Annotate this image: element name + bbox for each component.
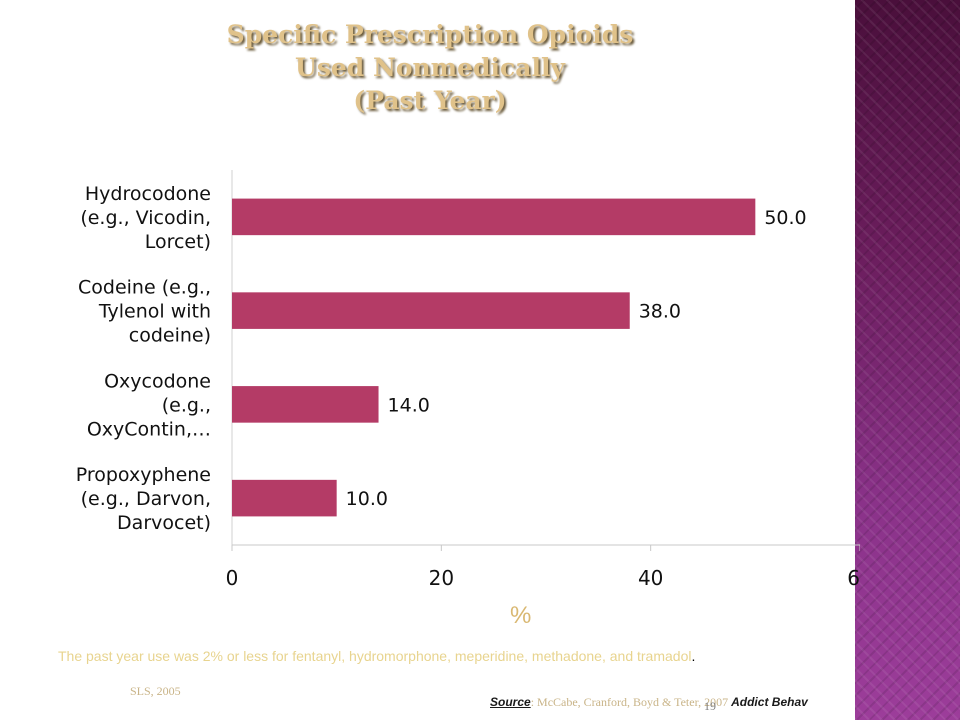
page-number: 19 bbox=[704, 699, 716, 713]
category-label-line: Lorcet) bbox=[145, 231, 211, 253]
category-label: Propoxyphene (e.g., Darvon, Darvocet) bbox=[76, 464, 211, 534]
source-journal: Addict Behav bbox=[731, 695, 808, 709]
source-text: : McCabe, Cranford, Boyd & Teter, 2007 bbox=[530, 695, 732, 709]
category-label-line: Tylenol with bbox=[98, 301, 211, 323]
category-label-line: Hydrocodone bbox=[85, 183, 211, 205]
category-label-line: (e.g., bbox=[162, 394, 211, 416]
bar bbox=[232, 198, 756, 236]
source-key: Source bbox=[490, 695, 531, 709]
category-label-line: OxyContin,… bbox=[87, 418, 211, 440]
category-label: Oxycodone (e.g., OxyContin,… bbox=[87, 370, 211, 440]
bar bbox=[232, 479, 337, 517]
bar bbox=[232, 292, 630, 329]
bar-value-label: 10.0 bbox=[346, 488, 388, 510]
bar-value-label: 50.0 bbox=[764, 207, 806, 229]
category-label-line: Darvocet) bbox=[117, 512, 211, 534]
footnote-text: The past year use was 2% or less for fen… bbox=[58, 648, 692, 664]
category-label-line: Oxycodone bbox=[104, 370, 211, 392]
bar-value-label: 38.0 bbox=[639, 301, 681, 323]
category-label-line: codeine) bbox=[129, 325, 211, 347]
title-line-3: (Past Year) bbox=[353, 86, 507, 115]
category-label-line: Codeine (e.g., bbox=[78, 277, 211, 299]
bar bbox=[232, 386, 379, 423]
x-tick-label: 60 bbox=[847, 566, 860, 590]
category-label-line: (e.g., Darvon, bbox=[81, 488, 211, 510]
title-line-2: Used Nonmedically bbox=[295, 53, 565, 82]
footnote: The past year use was 2% or less for fen… bbox=[58, 648, 918, 664]
x-tick-label: 20 bbox=[429, 566, 454, 590]
x-axis-title: % bbox=[510, 602, 532, 629]
category-label-line: Propoxyphene bbox=[76, 464, 211, 486]
footer-left-text: SLS, 2005 bbox=[130, 684, 181, 698]
footnote-period: . bbox=[691, 648, 696, 664]
slide-title: Specific Prescription Opioids Used Nonme… bbox=[180, 18, 680, 117]
category-label: Hydrocodone (e.g., Vicodin, Lorcet) bbox=[80, 183, 211, 253]
source-citation: Source: McCabe, Cranford, Boyd & Teter, … bbox=[490, 696, 910, 709]
decorative-side-band bbox=[855, 0, 960, 720]
x-tick-label: 0 bbox=[226, 566, 239, 590]
category-label-line: (e.g., Vicodin, bbox=[80, 207, 211, 229]
title-line-1: Specific Prescription Opioids bbox=[226, 20, 634, 49]
category-label: Codeine (e.g., Tylenol with codeine) bbox=[78, 277, 211, 347]
x-tick-label: 40 bbox=[638, 566, 663, 590]
bar-chart: 0 20 40 60 50.0 Hydrocodone(e.g., Vicodin,Lor… bbox=[76, 170, 860, 590]
bar-value-label: 14.0 bbox=[388, 394, 430, 416]
